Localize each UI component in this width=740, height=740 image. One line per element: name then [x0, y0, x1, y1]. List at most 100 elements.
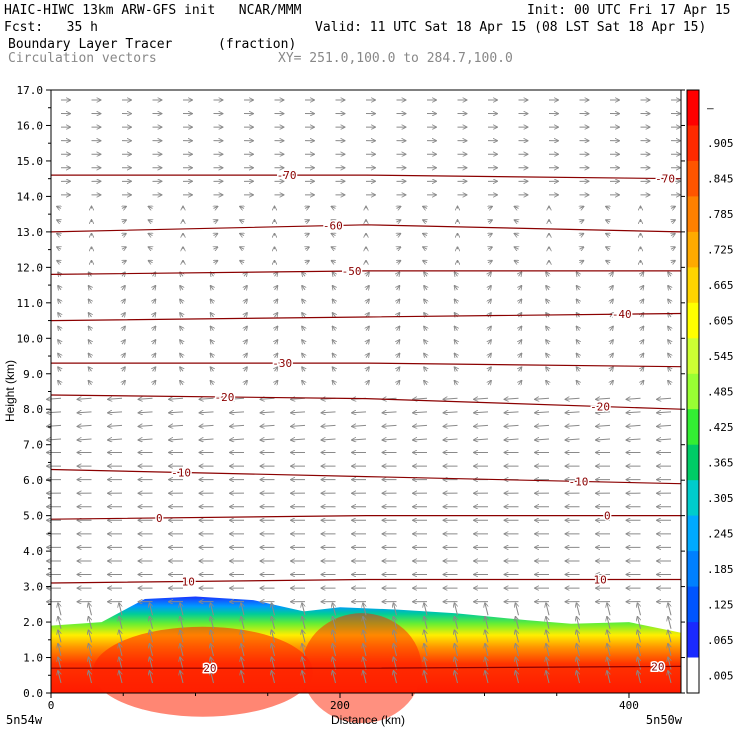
circulation-vector — [577, 367, 580, 371]
circulation-vector — [535, 425, 550, 426]
circulation-vector — [488, 261, 492, 263]
circulation-vector — [149, 261, 153, 263]
colorbar-label: .365 — [707, 456, 734, 469]
circulation-vector — [610, 272, 613, 276]
circulation-vector — [352, 439, 367, 440]
circulation-vector — [535, 439, 550, 440]
circulation-vector — [546, 327, 549, 331]
colorbar-swatch — [687, 622, 699, 659]
circulation-vector — [519, 367, 522, 371]
circulation-vector — [322, 439, 336, 440]
circulation-vector — [272, 644, 275, 657]
circulation-vector — [139, 398, 153, 399]
circulation-vector — [580, 261, 584, 263]
circulation-vector — [78, 412, 92, 413]
circulation-vector — [519, 354, 522, 358]
isotherm-line — [50, 270, 681, 275]
y-tick-label: 12.0 — [17, 261, 44, 274]
circulation-vector — [488, 367, 491, 371]
circulation-vector — [180, 299, 183, 303]
circulation-vector — [423, 261, 427, 263]
circulation-vector — [275, 286, 278, 290]
circulation-vector — [535, 398, 550, 399]
circulation-vector — [638, 644, 641, 657]
circulation-vector — [322, 412, 336, 413]
circulation-vector — [272, 617, 275, 629]
circulation-vector — [641, 286, 644, 290]
colorbar-swatch — [687, 586, 699, 623]
circulation-vector — [240, 261, 244, 263]
circulation-vector — [89, 340, 92, 344]
circulation-vector — [546, 286, 549, 290]
tracer-core-west — [92, 626, 313, 717]
circulation-vector — [291, 439, 306, 440]
circulation-vector — [397, 367, 400, 371]
circulation-vector — [546, 272, 549, 276]
circulation-vector — [333, 272, 336, 276]
circulation-vector — [180, 381, 183, 385]
circulation-vector — [333, 671, 336, 684]
circulation-vector — [139, 439, 153, 440]
circulation-vector — [57, 220, 61, 222]
circulation-vector — [455, 299, 458, 303]
circulation-vector — [485, 671, 489, 684]
circulation-vector — [596, 425, 611, 426]
circulation-vector — [180, 340, 183, 344]
circulation-vector — [580, 220, 584, 222]
circulation-vector — [424, 340, 427, 344]
circulation-vector — [122, 313, 125, 317]
circulation-vector — [455, 381, 458, 385]
circulation-vector — [519, 340, 522, 344]
circulation-vector — [366, 286, 369, 290]
y-tick-label: 14.0 — [17, 190, 44, 203]
circulation-vector — [244, 367, 247, 371]
circulation-vector — [169, 439, 184, 440]
circulation-vector — [424, 603, 428, 616]
circulation-vector — [397, 234, 401, 236]
circulation-vector — [261, 412, 275, 413]
circulation-vector — [607, 630, 611, 643]
isotherm-label: 20 — [203, 662, 216, 675]
circulation-vector — [516, 617, 519, 629]
colorbar-label: – — [707, 102, 714, 115]
circulation-vector — [333, 354, 336, 358]
circulation-vector — [153, 367, 156, 371]
circulation-vector — [577, 327, 580, 331]
circulation-vector — [485, 644, 489, 657]
circulation-vector — [668, 367, 671, 371]
circulation-vector — [424, 644, 428, 657]
circulation-vector — [488, 340, 491, 344]
circulation-vector — [657, 425, 672, 426]
y-axis-label: Height (km) — [3, 360, 17, 422]
circulation-vector — [180, 617, 184, 629]
circulation-vector — [610, 286, 613, 290]
colorbar-label: .245 — [707, 527, 734, 540]
y-tick-label: 0.0 — [23, 687, 43, 700]
colorbar-label: .185 — [707, 563, 734, 576]
circulation-vector — [424, 381, 427, 385]
circulation-vector — [89, 354, 92, 358]
circulation-vector — [57, 261, 61, 263]
circulation-vector — [606, 207, 610, 209]
circulation-vector — [397, 354, 400, 358]
circulation-vector — [488, 327, 491, 331]
circulation-vector — [89, 367, 92, 371]
circulation-vector — [668, 671, 672, 684]
colorbar-label: .605 — [707, 315, 734, 328]
circulation-vector — [519, 299, 522, 303]
isotherm-line — [50, 312, 682, 322]
isotherm-line — [50, 578, 681, 584]
circulation-vector — [89, 313, 92, 317]
circulation-vector — [455, 630, 458, 643]
circulation-vector — [366, 340, 369, 344]
circulation-vector — [516, 603, 519, 616]
circulation-vector — [668, 630, 672, 643]
circulation-vector — [230, 425, 245, 426]
colorbar-swatch — [687, 480, 699, 517]
circulation-vector — [352, 412, 367, 413]
circulation-vector — [47, 439, 62, 440]
circulation-vector — [424, 272, 427, 276]
circulation-vector — [413, 439, 428, 440]
colorbar-label: .425 — [707, 421, 734, 434]
circulation-vector — [150, 644, 153, 657]
